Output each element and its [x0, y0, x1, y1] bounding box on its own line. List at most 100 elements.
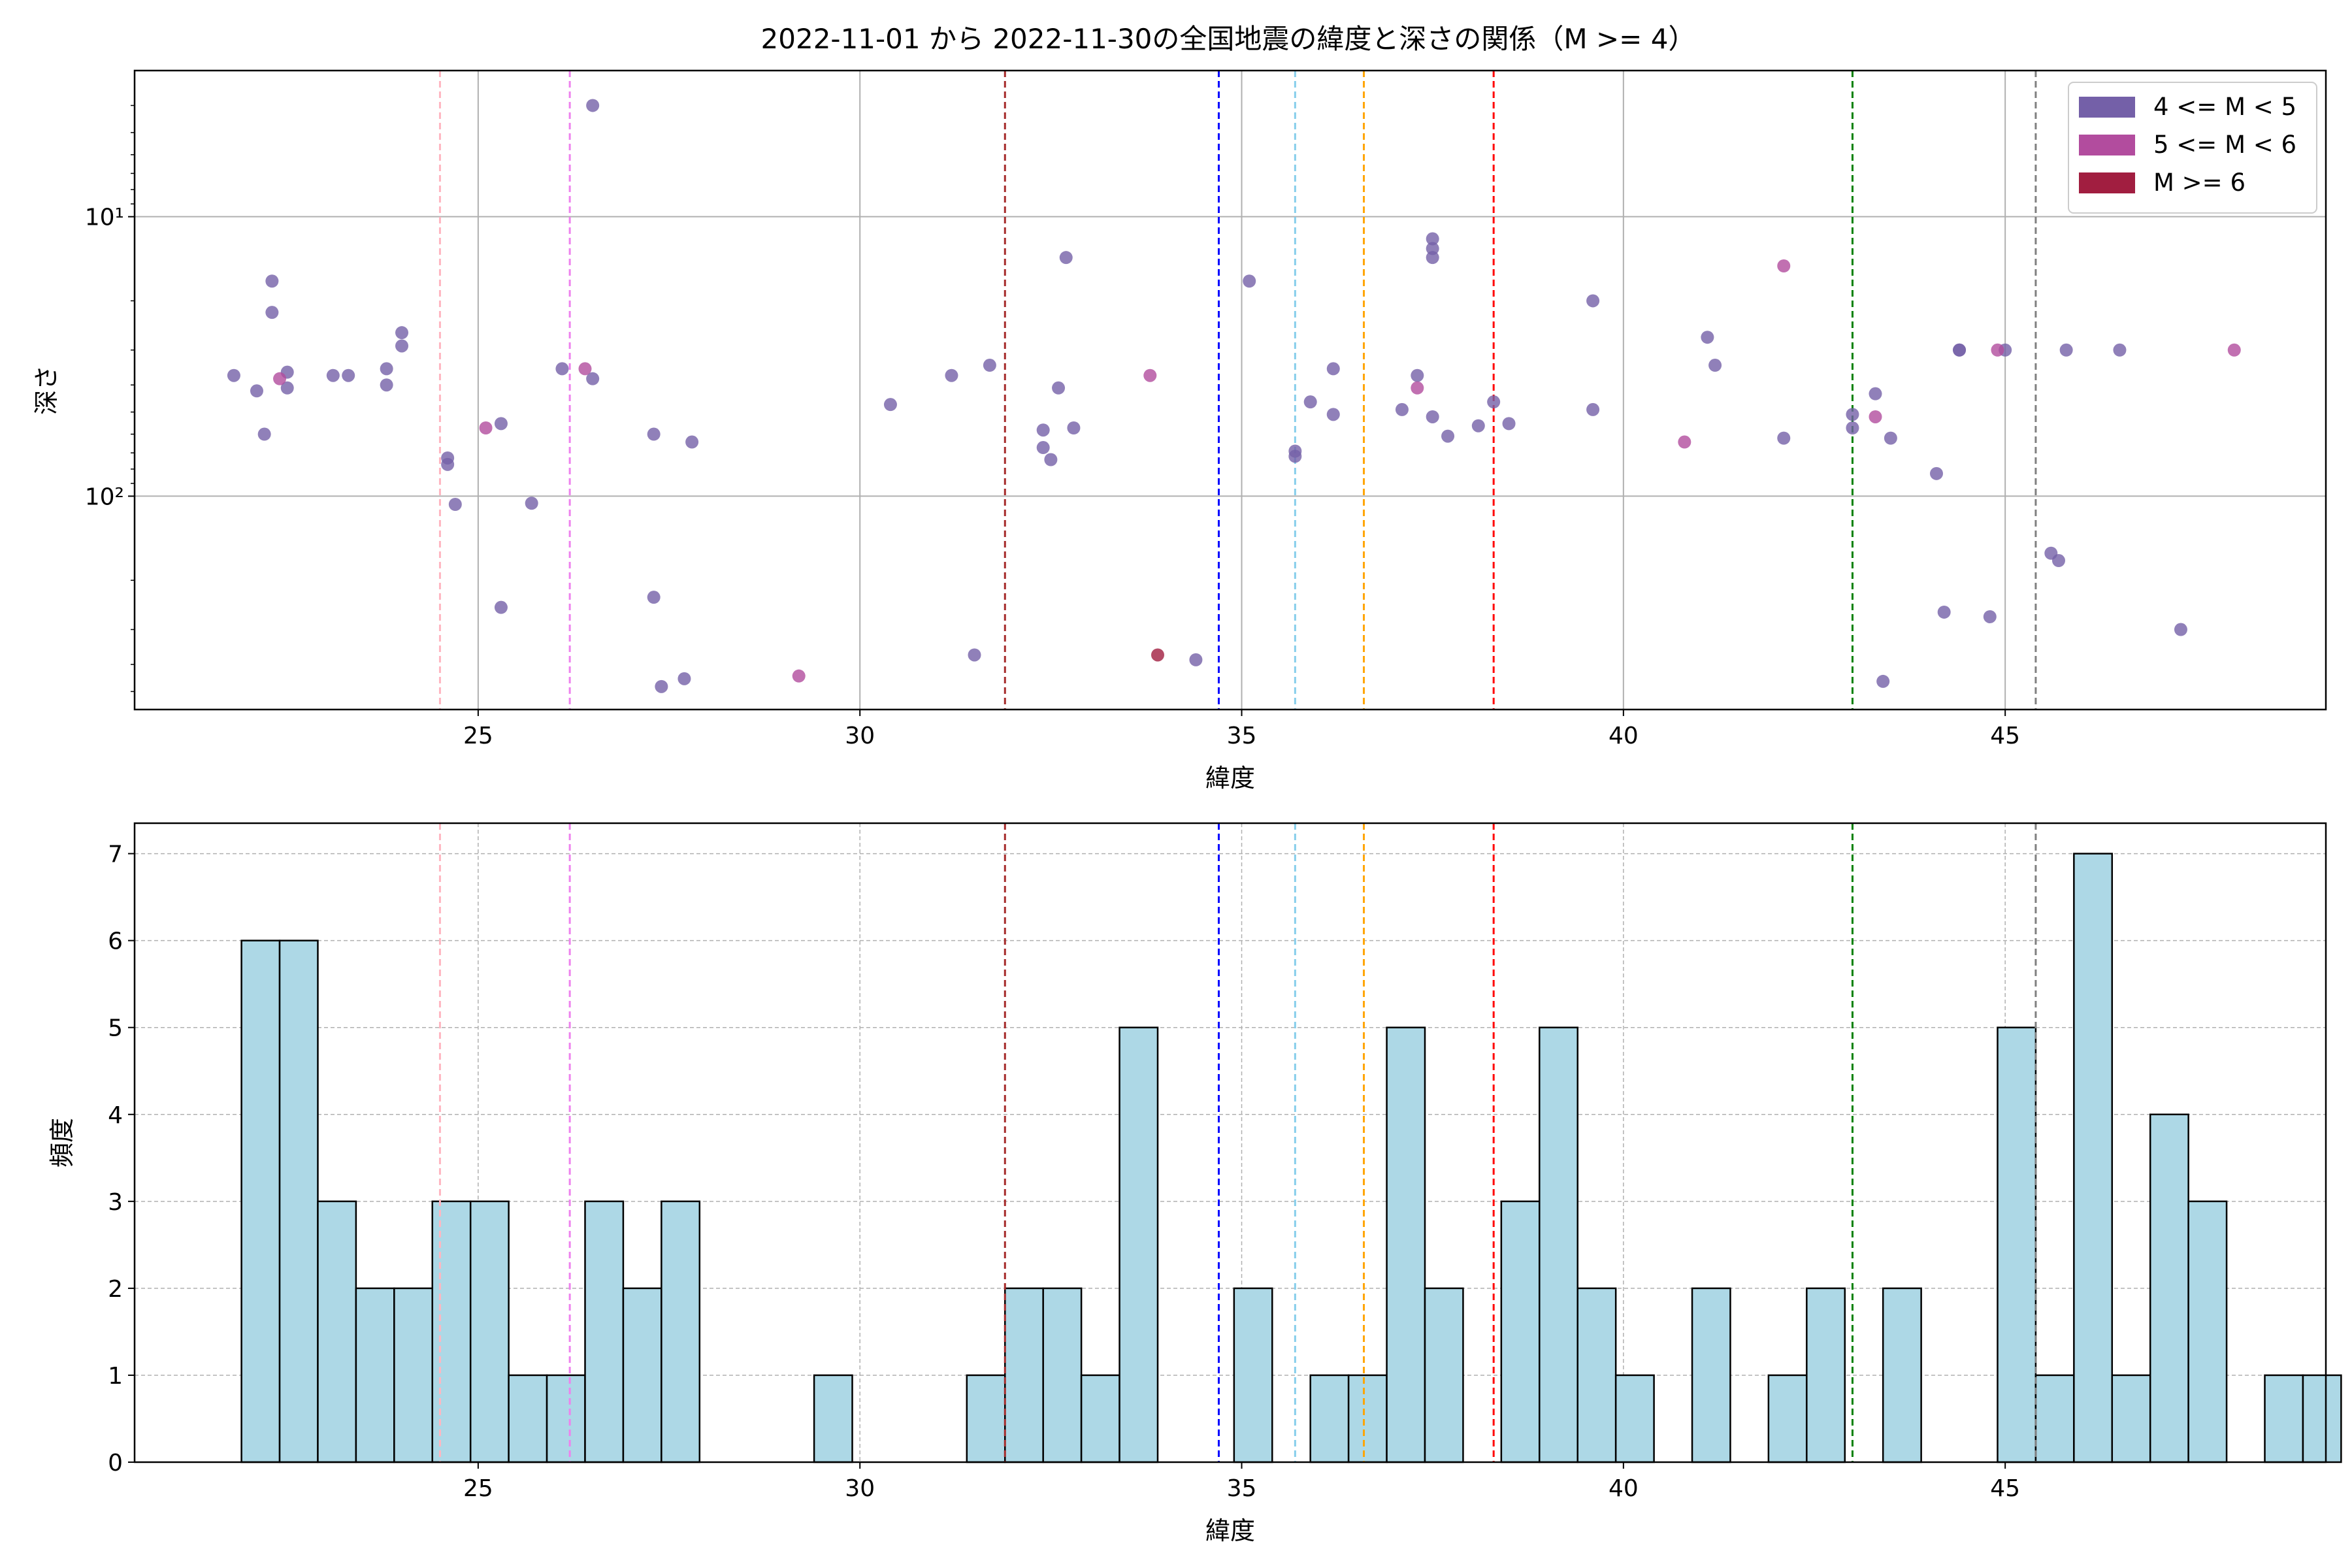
scatter-x-tick-label: 45 [1990, 723, 2020, 749]
scatter-point-m4 [1426, 251, 1439, 265]
histogram-y-tick-label: 1 [108, 1363, 123, 1390]
legend-swatch-m4 [2079, 97, 2135, 118]
legend-swatch-m6 [2079, 172, 2135, 193]
scatter-point-m4 [1426, 232, 1439, 246]
scatter-point-m4 [968, 648, 981, 662]
scatter-point-m4 [1937, 605, 1951, 619]
histogram-bar [1539, 1026, 1578, 1463]
scatter-point-m4 [678, 672, 691, 685]
scatter-point-m4 [2174, 623, 2187, 636]
scatter-point-m4 [380, 362, 393, 376]
scatter-point-m4 [983, 359, 996, 372]
histogram-bar [1882, 1287, 1922, 1463]
histogram-bar [2111, 1374, 2151, 1463]
histogram-bar [2302, 1374, 2342, 1463]
scatter-point-m4 [1953, 343, 1967, 357]
scatter-point-m5 [1678, 435, 1691, 449]
scatter-point-m4 [1036, 441, 1050, 455]
scatter-point-m4 [1701, 331, 1714, 344]
histogram-y-ticks: 0 1 2 3 4 5 6 7 [108, 841, 135, 1477]
scatter-point-m4 [1586, 294, 1600, 308]
histogram-bar [813, 1374, 853, 1463]
histogram-y-tick-label: 2 [108, 1276, 123, 1303]
scatter-panel: 25 30 35 40 45 10¹ 10² 緯度 深さ 4 <= M < 5 5 <= … [32, 69, 2327, 792]
histogram-bar [622, 1287, 662, 1463]
histogram-bar [355, 1287, 395, 1463]
figure-title: 2022-11-01 から 2022-11-30の全国地震の緯度と深さの関係（M… [761, 23, 1696, 55]
histogram-bar [1042, 1287, 1083, 1463]
legend: 4 <= M < 5 5 <= M < 6 M >= 6 [2068, 82, 2317, 214]
scatter-point-m4 [1983, 610, 1997, 623]
scatter-point-m4 [494, 417, 508, 431]
scatter-point-m5 [578, 362, 592, 376]
histogram-y-label: 頻度 [48, 1118, 76, 1168]
scatter-x-label: 緯度 [1205, 764, 1255, 792]
scatter-point-m4 [395, 326, 409, 340]
histogram-bar [1424, 1287, 1464, 1463]
histogram-x-tick-label: 35 [1227, 1475, 1257, 1502]
scatter-point-m4 [1502, 417, 1516, 431]
scatter-point-m5 [2227, 343, 2241, 357]
scatter-point-m4 [1586, 402, 1600, 416]
histogram-bar [1309, 1374, 1350, 1463]
histogram-bar [1119, 1026, 1159, 1463]
histogram-bar [317, 1200, 357, 1463]
scatter-point-m4 [945, 368, 958, 382]
scatter-point-m4 [1036, 423, 1050, 437]
scatter-x-tick-label: 30 [845, 723, 875, 749]
scatter-point-m4 [883, 398, 897, 412]
histogram-bars [240, 853, 2342, 1463]
scatter-point-m4 [227, 368, 240, 382]
scatter-point-m6 [1151, 648, 1164, 662]
scatter-point-m4 [441, 457, 455, 471]
scatter-y-tick-label: 10² [85, 483, 124, 510]
histogram-bar [1080, 1374, 1120, 1463]
scatter-point-m4 [1471, 419, 1485, 433]
legend-label-m6: M >= 6 [2153, 169, 2246, 197]
histogram-bar [393, 1287, 434, 1463]
histogram-bar [1004, 1287, 1044, 1463]
histogram-axes-frame [133, 822, 2327, 1463]
scatter-point-m4 [326, 368, 340, 382]
histogram-bar [1767, 1374, 1808, 1463]
histogram-bar [966, 1374, 1006, 1463]
scatter-point-m4 [1846, 421, 1859, 435]
scatter-point-m4 [685, 435, 699, 449]
scatter-point-m4 [265, 274, 279, 288]
histogram-y-tick-label: 7 [108, 841, 123, 868]
scatter-point-m5 [1143, 368, 1157, 382]
scatter-point-m4 [2059, 343, 2073, 357]
histogram-bar [2264, 1374, 2304, 1463]
histogram-bar [1806, 1287, 1846, 1463]
histogram-bar [508, 1374, 548, 1463]
histogram-bar [469, 1200, 510, 1463]
histogram-x-tick-label: 25 [463, 1475, 493, 1502]
legend-label-m5: 5 <= M < 6 [2153, 131, 2296, 159]
scatter-x-tick-label: 25 [463, 723, 493, 749]
scatter-y-tick-label: 10¹ [85, 204, 124, 231]
scatter-point-m4 [1441, 429, 1455, 443]
scatter-x-tick-label: 40 [1609, 723, 1639, 749]
scatter-point-m4 [647, 427, 661, 441]
scatter-y-ticks: 10¹ 10² [85, 105, 135, 693]
scatter-point-m4 [1303, 395, 1317, 409]
histogram-bar [2187, 1200, 2228, 1463]
scatter-y-label: 深さ [32, 365, 61, 415]
scatter-point-m4 [1846, 408, 1859, 421]
histogram-x-label: 緯度 [1205, 1516, 1255, 1545]
scatter-point-m4 [655, 679, 668, 693]
scatter-point-m4 [380, 378, 393, 392]
histogram-bar [546, 1374, 586, 1463]
scatter-point-m4 [1288, 449, 1302, 463]
scatter-point-m4 [250, 384, 263, 398]
histogram-bar [1386, 1026, 1426, 1463]
scatter-point-m4 [586, 99, 600, 112]
scatter-grid [135, 71, 2326, 710]
histogram-bar [2149, 1113, 2189, 1463]
histogram-bar [1233, 1287, 1273, 1463]
scatter-point-m4 [1929, 466, 1943, 480]
histogram-y-tick-label: 4 [108, 1102, 123, 1129]
histogram-bar [431, 1200, 472, 1463]
scatter-point-m4 [647, 591, 661, 604]
